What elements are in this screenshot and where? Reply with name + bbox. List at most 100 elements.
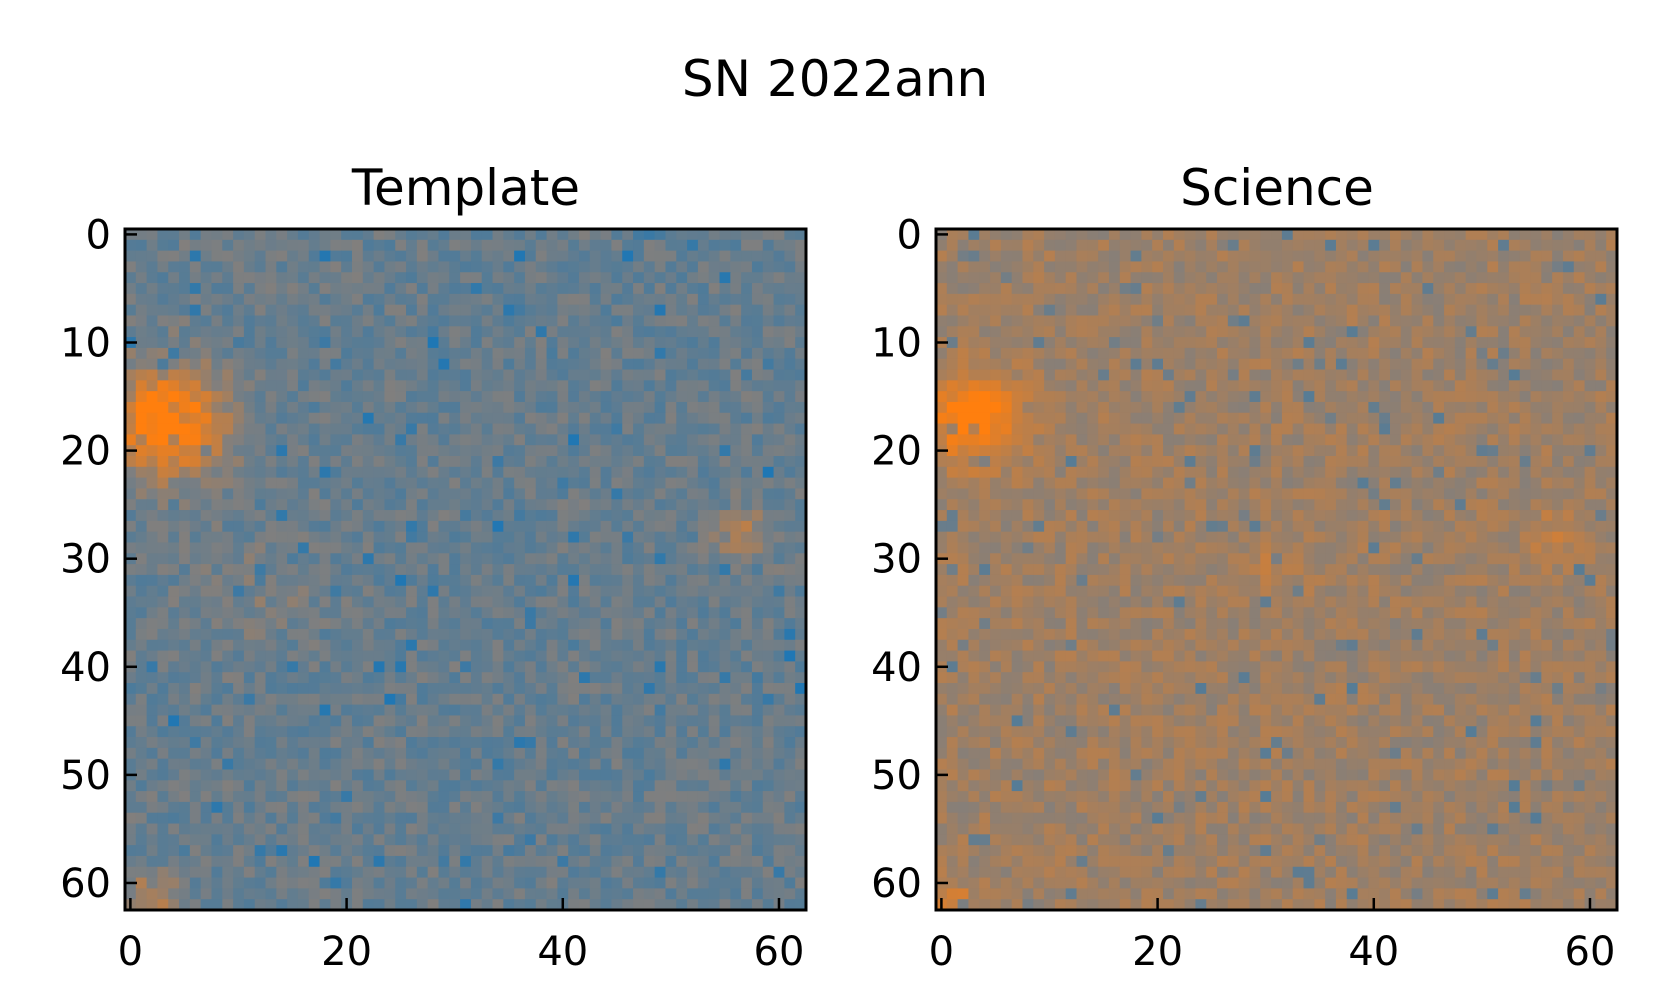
heatmap-cell (406, 812, 418, 825)
heatmap-cell (589, 520, 602, 533)
heatmap-cell (1335, 326, 1348, 338)
heatmap-cell (730, 877, 742, 889)
heatmap-cell (362, 812, 375, 825)
heatmap-cell (373, 347, 386, 360)
heatmap-cell (1422, 261, 1434, 273)
heatmap-cell (503, 877, 515, 889)
heatmap-cell (254, 272, 267, 284)
heatmap-cell (265, 585, 277, 598)
heatmap-cell (1584, 261, 1596, 273)
heatmap-cell (762, 758, 775, 771)
heatmap-cell (319, 293, 331, 306)
heatmap-cell (654, 704, 667, 717)
heatmap-cell (773, 812, 785, 825)
y-tick-label: 60 (60, 861, 111, 907)
heatmap-cell (1173, 315, 1186, 327)
heatmap-cell (1400, 239, 1413, 252)
heatmap-cell (633, 780, 645, 792)
heatmap-cell (1173, 358, 1186, 371)
heatmap-cell (330, 272, 342, 284)
heatmap-cell (514, 391, 526, 403)
heatmap-cell (427, 704, 440, 717)
heatmap-cell (730, 747, 742, 760)
heatmap-cell (233, 812, 245, 825)
heatmap-cell (308, 239, 321, 252)
heatmap-cell (297, 618, 310, 630)
heatmap-cell (784, 229, 796, 241)
heatmap-cell (676, 553, 688, 565)
heatmap-cell (622, 639, 634, 652)
heatmap-cell (579, 650, 591, 662)
heatmap-cell (352, 585, 364, 598)
heatmap-cell (319, 250, 331, 263)
heatmap-cell (1206, 272, 1218, 284)
heatmap-cell (276, 239, 288, 252)
heatmap-cell (535, 650, 548, 662)
heatmap-cell (633, 456, 645, 468)
heatmap-cell (968, 304, 980, 317)
heatmap-cell (276, 834, 288, 846)
heatmap-cell (125, 618, 137, 630)
heatmap-cell (1573, 347, 1586, 360)
heatmap-cell (741, 877, 753, 889)
heatmap-cell (265, 412, 277, 425)
heatmap-cell (243, 456, 256, 468)
heatmap-cell (795, 380, 807, 392)
heatmap-cell (730, 477, 742, 490)
heatmap-cell (524, 683, 537, 695)
heatmap-cell (1098, 304, 1110, 317)
heatmap-cell (665, 531, 677, 544)
heatmap-cell (708, 347, 721, 360)
heatmap-cell (633, 801, 645, 814)
heatmap-cell (460, 607, 472, 619)
heatmap-cell (600, 391, 613, 403)
heatmap-cell (481, 369, 494, 381)
heatmap-cell (438, 877, 450, 889)
heatmap-cell (546, 791, 558, 803)
heatmap-cell (687, 315, 699, 327)
heatmap-cell (297, 726, 310, 738)
heatmap-cell (427, 639, 440, 652)
heatmap-cell (297, 834, 310, 846)
heatmap-cell (352, 639, 364, 652)
heatmap-cell (503, 607, 515, 619)
heatmap-cell (503, 380, 515, 392)
heatmap-cell (546, 456, 558, 468)
heatmap-cell (1000, 391, 1013, 403)
heatmap-cell (287, 726, 299, 738)
heatmap-cell (125, 866, 137, 879)
heatmap-cell (481, 466, 494, 479)
heatmap-cell (276, 510, 288, 522)
heatmap-cell (784, 283, 796, 295)
heatmap-cell (1562, 358, 1575, 371)
heatmap-cell (622, 326, 634, 338)
heatmap-cell (600, 650, 613, 662)
heatmap-cell (157, 553, 169, 565)
heatmap-cell (719, 747, 731, 760)
heatmap-cell (427, 347, 440, 360)
heatmap-cell (438, 596, 450, 608)
heatmap-cell (579, 466, 591, 479)
heatmap-cell (1379, 369, 1391, 381)
heatmap-cell (524, 639, 537, 652)
heatmap-cell (1119, 229, 1132, 241)
heatmap-cell (254, 715, 267, 727)
heatmap-cell (1476, 391, 1488, 403)
heatmap-cell (222, 358, 234, 371)
heatmap-cell (265, 672, 277, 684)
heatmap-cell (449, 261, 461, 273)
heatmap-cell (1260, 391, 1272, 403)
heatmap-cell (449, 661, 461, 673)
heatmap-cell (589, 693, 602, 706)
heatmap-cell (1487, 239, 1499, 252)
heatmap-cell (968, 272, 980, 284)
heatmap-cell (200, 358, 213, 371)
heatmap-cell (600, 239, 613, 252)
heatmap-cell (795, 337, 807, 349)
heatmap-cell (1238, 239, 1251, 252)
heatmap-cell (1541, 272, 1553, 284)
heatmap-cell (254, 866, 267, 879)
heatmap-cell (265, 347, 277, 360)
heatmap-cell (665, 250, 677, 263)
heatmap-cell (568, 553, 580, 565)
